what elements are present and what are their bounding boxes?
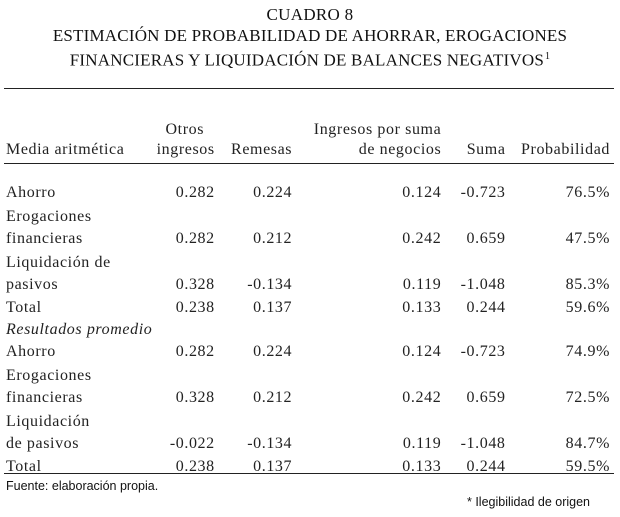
cell-probabilidad: 59.5% xyxy=(565,458,610,475)
row-label: Total xyxy=(6,299,42,316)
cell-negocios: 0.242 xyxy=(402,230,442,247)
cell-otros: -0.022 xyxy=(169,435,215,452)
cell-remesas: 0.212 xyxy=(253,389,293,406)
row-label-line2: financieras xyxy=(6,230,83,247)
cell-probabilidad: 59.6% xyxy=(565,299,610,316)
cell-otros: 0.282 xyxy=(175,230,215,247)
title-footnote-mark: 1 xyxy=(545,51,551,62)
cell-negocios: 0.242 xyxy=(402,389,442,406)
cell-probabilidad: 85.3% xyxy=(565,276,610,293)
table-row: Ahorro 0.282 0.224 0.124 -0.723 76.5% xyxy=(4,174,614,204)
table-row: Erogaciones financieras 0.282 0.212 0.242… xyxy=(4,204,614,250)
cell-suma: -1.048 xyxy=(460,276,506,293)
row-label: Erogaciones financieras xyxy=(4,363,155,409)
cell-remesas: -0.134 xyxy=(247,276,293,293)
cell-negocios: 0.124 xyxy=(402,184,442,201)
row-label-line1: Liquidación xyxy=(6,413,90,430)
header-otros-ingresos: Otros ingresos xyxy=(155,92,215,174)
header-otros-line2: ingresos xyxy=(156,141,215,158)
cell-remesas: 0.212 xyxy=(253,230,293,247)
table-row: Total 0.238 0.137 0.133 0.244 59.5% xyxy=(4,455,614,478)
row-label: Liquidación de pasivos xyxy=(4,250,155,296)
row-label-line2: pasivos xyxy=(6,276,59,293)
cell-remesas: -0.134 xyxy=(247,435,293,452)
row-label: Liquidación de pasivos xyxy=(4,409,155,455)
cell-suma: -0.723 xyxy=(460,343,506,360)
illegibility-note: * Ilegibilidad de origen xyxy=(466,495,590,509)
row-label-line2: financieras xyxy=(6,389,83,406)
cell-negocios: 0.133 xyxy=(402,458,442,475)
cell-suma: 0.244 xyxy=(466,458,506,475)
row-label: Total xyxy=(6,458,42,475)
cell-probabilidad: 84.7% xyxy=(565,435,610,452)
row-label: Ahorro xyxy=(6,184,56,201)
row-label-line1: Erogaciones xyxy=(6,208,92,225)
section-row: Resultados promedio xyxy=(4,319,614,340)
header-probabilidad: Probabilidad xyxy=(521,141,610,158)
cell-probabilidad: 76.5% xyxy=(565,184,610,201)
top-rule xyxy=(4,88,614,89)
table-row: Liquidación de pasivos -0.022 -0.134 0.11… xyxy=(4,409,614,455)
cell-negocios: 0.133 xyxy=(402,299,442,316)
cell-otros: 0.282 xyxy=(175,343,215,360)
title-line-2-text: FINANCIERAS Y LIQUIDACIÓN DE BALANCES NE… xyxy=(69,50,544,70)
table-row: Total 0.238 0.137 0.133 0.244 59.6% xyxy=(4,296,614,319)
cell-negocios: 0.124 xyxy=(402,343,442,360)
cell-suma: 0.659 xyxy=(466,230,506,247)
table-row: Liquidación de pasivos 0.328 -0.134 0.119… xyxy=(4,250,614,296)
cell-remesas: 0.137 xyxy=(253,458,293,475)
cell-otros: 0.282 xyxy=(175,184,215,201)
section-label: Resultados promedio xyxy=(6,321,153,338)
cell-suma: -1.048 xyxy=(460,435,506,452)
cell-suma: 0.659 xyxy=(466,389,506,406)
header-otros-line1: Otros xyxy=(165,121,205,138)
table-row: Erogaciones financieras 0.328 0.212 0.242… xyxy=(4,363,614,409)
header-negocios-line1: Ingresos por suma xyxy=(313,121,442,138)
cell-remesas: 0.224 xyxy=(253,184,293,201)
cell-probabilidad: 47.5% xyxy=(565,230,610,247)
cell-probabilidad: 72.5% xyxy=(565,389,610,406)
cell-suma: -0.723 xyxy=(460,184,506,201)
header-row: Media aritmética Otros ingresos Remesas I… xyxy=(4,92,614,174)
table-number: CUADRO 8 xyxy=(266,5,354,24)
header-ingresos-negocios: Ingresos por suma de negocios xyxy=(292,92,441,174)
bottom-rule xyxy=(4,473,614,474)
row-label: Erogaciones financieras xyxy=(4,204,155,250)
cell-otros: 0.238 xyxy=(175,458,215,475)
cell-remesas: 0.137 xyxy=(253,299,293,316)
table-row: Ahorro 0.282 0.224 0.124 -0.723 74.9% xyxy=(4,340,614,363)
cell-remesas: 0.224 xyxy=(253,343,293,360)
header-rule xyxy=(4,163,614,164)
cell-negocios: 0.119 xyxy=(402,435,442,452)
cell-suma: 0.244 xyxy=(466,299,506,316)
source-note: Fuente: elaboración propia. xyxy=(6,479,159,493)
cell-otros: 0.238 xyxy=(175,299,215,316)
header-negocios-line2: de negocios xyxy=(358,141,442,158)
row-label: Ahorro xyxy=(6,343,56,360)
title-line-2: FINANCIERAS Y LIQUIDACIÓN DE BALANCES NE… xyxy=(0,46,620,71)
cell-otros: 0.328 xyxy=(175,389,215,406)
table-title: CUADRO 8 ESTIMACIÓN DE PROBABILIDAD DE A… xyxy=(0,4,620,71)
data-table: Media aritmética Otros ingresos Remesas I… xyxy=(4,92,614,478)
cell-negocios: 0.119 xyxy=(402,276,442,293)
header-remesas: Remesas xyxy=(231,141,293,158)
row-label-line1: Erogaciones xyxy=(6,367,92,384)
row-label-line2: de pasivos xyxy=(6,435,80,452)
header-suma: Suma xyxy=(466,141,506,158)
header-media: Media aritmética xyxy=(6,141,125,158)
cell-otros: 0.328 xyxy=(175,276,215,293)
row-label-line1: Liquidación de xyxy=(6,254,111,271)
cell-probabilidad: 74.9% xyxy=(565,343,610,360)
title-line-1: ESTIMACIÓN DE PROBABILIDAD DE AHORRAR, E… xyxy=(52,26,568,45)
